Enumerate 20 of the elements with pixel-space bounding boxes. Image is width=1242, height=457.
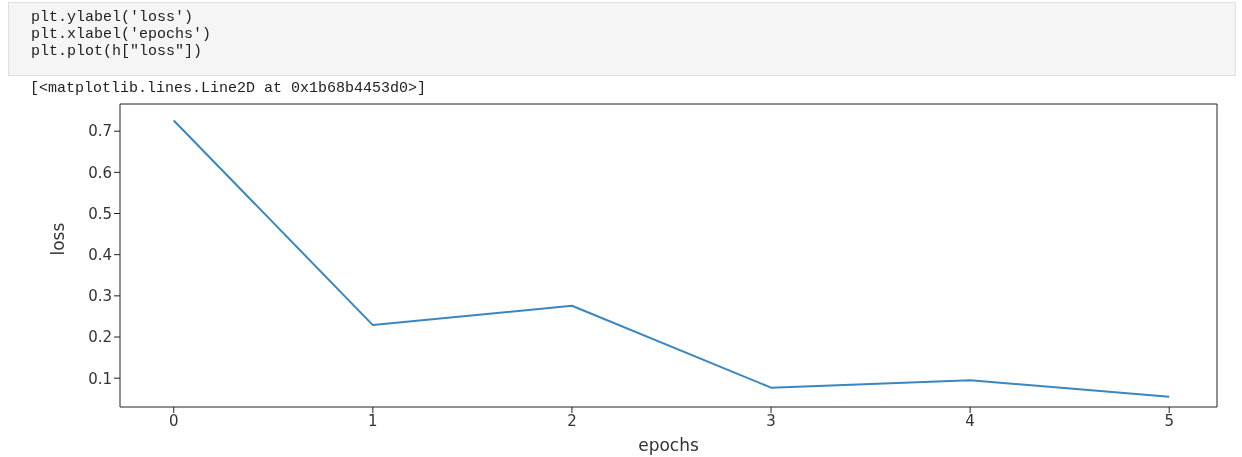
text: plt.xlabel('epochs') bbox=[31, 26, 213, 43]
y-tick-label: 0.1 bbox=[88, 369, 112, 388]
y-tick-label: 0.7 bbox=[88, 122, 112, 141]
y-tick-label: 0.6 bbox=[88, 163, 112, 182]
y-tick-label: 0.4 bbox=[88, 246, 112, 264]
text: [<matplotlib.lines.Line2D at 0x1b68b4453d0>] bbox=[30, 80, 427, 97]
line-series bbox=[172, 119, 1171, 398]
y-tick-label: 0.2 bbox=[88, 328, 112, 347]
x-tick-label: 2 bbox=[567, 411, 577, 430]
y-axis-title: loss bbox=[48, 222, 69, 256]
x-tick-label: 3 bbox=[766, 411, 776, 430]
y-tick-label: 0.5 bbox=[88, 204, 112, 223]
text: plt.ylabel('loss') bbox=[31, 9, 195, 26]
x-tick-label: 4 bbox=[965, 411, 975, 430]
x-axis-title: epochs bbox=[638, 435, 699, 455]
x-tick-label: 1 bbox=[368, 411, 378, 430]
x-tick-label: 0 bbox=[168, 411, 179, 430]
x-tick-label: 5 bbox=[1164, 411, 1174, 430]
y-tick-label: 0.3 bbox=[88, 287, 112, 306]
text: plt.plot(h["loss"]) bbox=[31, 43, 204, 60]
